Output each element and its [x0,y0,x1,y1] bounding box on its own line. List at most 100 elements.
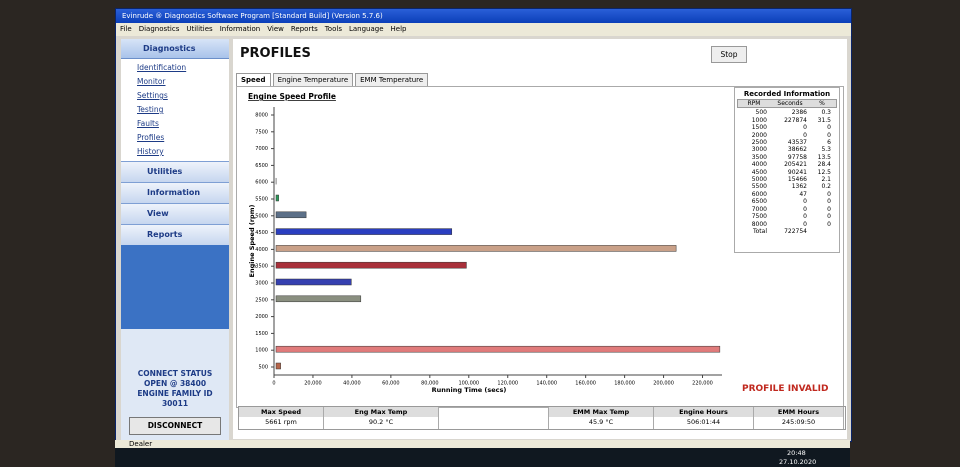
tab[interactable]: EMM Temperature [355,73,429,86]
x-tick-label: 180,000 [614,381,635,387]
page-title: PROFILES [240,46,311,61]
column-header: RPM [747,100,761,107]
menu-item[interactable]: View [267,25,284,33]
menu-item[interactable]: Tools [324,25,342,33]
menu-item[interactable]: Help [390,25,407,33]
table-row: 2500 43537 6 [735,139,839,146]
rpm-cell: 7000 [751,205,767,213]
column-header: Seconds [777,100,803,107]
sidebar-item[interactable]: Faults [137,119,159,128]
summary-cell: EMM Max Temp 45.9 °C [549,407,654,429]
connect-panel: CONNECT STATUS OPEN @ 38400 ENGINE FAMIL… [121,329,229,441]
summary-cell [439,407,549,429]
sidebar-section[interactable]: Information [121,182,229,203]
menu-bar: File Diagnostics Utilities Information View R… [116,23,851,36]
x-tick-label: 220,000 [692,381,713,387]
percent-cell: 0 [827,220,831,228]
summary-label: Eng Max Temp [324,407,438,417]
y-tick-label: 4000 [255,247,268,253]
stop-button[interactable]: Stop [711,46,747,63]
menu-item[interactable]: File [120,25,132,33]
table-body: 500 2386 0.3 1000 227874 31.5 1500 0 0 2000 0 0 2500… [735,109,839,228]
y-tick-label: 1500 [255,331,268,337]
percent-cell: 2.1 [821,176,831,184]
sidebar-item[interactable]: Testing [137,105,164,114]
table-row: 3000 38662 5.3 [735,146,839,153]
sidebar-header[interactable]: Diagnostics [121,39,229,59]
summary-label: Engine Hours [654,407,753,417]
sidebar-item[interactable]: Identification [137,63,187,72]
disconnect-button[interactable]: DISCONNECT [129,417,221,435]
percent-cell: 0 [827,198,831,206]
table-title: Recorded Information [743,90,831,98]
tab[interactable]: Engine Temperature [272,73,354,86]
menu-item[interactable]: Diagnostics [138,25,180,33]
percent-cell: 0 [827,213,831,221]
percent-cell: 0 [827,205,831,213]
y-tick-label: 5500 [255,197,268,203]
y-tick-label: 2500 [255,297,268,303]
column-header: % [819,100,825,107]
menu-item[interactable]: Reports [290,25,318,33]
y-tick-label: 500 [258,365,268,371]
family-id: 30011 [161,399,189,408]
y-tick-label: 7000 [255,146,268,152]
summary-cell: EMM Hours 245:09:50 [754,407,844,429]
x-tick-label: 200,000 [653,381,674,387]
seconds-cell: 0 [803,124,807,132]
bar [275,211,307,219]
seconds-cell: 0 [803,198,807,206]
summary-cell: Eng Max Temp 90.2 °C [324,407,439,429]
seconds-cell: 0 [803,220,807,228]
seconds-cell: 205421 [784,161,807,169]
menu-item[interactable]: Utilities [186,25,213,33]
table-row: 6500 0 0 [735,198,839,205]
percent-cell: 13.5 [817,153,831,161]
percent-cell: 5.3 [821,146,831,154]
family-label: ENGINE FAMILY ID [137,389,213,398]
title-bar: Evinrude ® Diagnostics Software Program … [116,9,851,23]
rpm-cell: 1000 [751,116,767,124]
sidebar-item[interactable]: Profiles [137,133,165,142]
rpm-cell: 4000 [751,161,767,169]
y-tick-label: 8000 [255,113,268,119]
chart: Engine Speed Profile 0 20,000 40,000 60,000 8… [248,92,722,394]
seconds-cell: 1362 [791,183,807,191]
sidebar-section[interactable]: View [121,203,229,224]
summary-label: EMM Max Temp [549,407,653,417]
summary-bar: Max Speed 5661 rpm Eng Max Temp 90.2 °C EMM … [238,406,846,430]
chart-title: Engine Speed Profile [248,92,336,101]
menu-item[interactable]: Information [219,25,261,33]
percent-cell: 28.4 [817,161,831,169]
x-tick-label: 0 [272,381,275,387]
percent-cell: 0 [827,124,831,132]
summary-value: 5661 rpm [265,418,297,426]
table-row: 4000 205421 28.4 [735,161,839,168]
y-axis-label: Engine Speed (rpm) [248,205,256,278]
seconds-cell: 15466 [787,176,807,184]
table-header: RPM Seconds% [737,99,837,109]
x-tick-label: 140,000 [536,381,557,387]
bar [275,245,677,252]
percent-cell: 6 [827,139,831,147]
rpm-cell: 2500 [751,139,767,147]
seconds-cell: 0 [803,131,807,139]
profile-warning: PROFILE INVALID [742,384,829,394]
tabs: Speed Engine Temperature EMM Temperature [236,73,429,86]
sidebar: Diagnostics Identification Monitor Setting… [121,39,229,441]
sidebar-item[interactable]: Settings [137,91,168,100]
total-label: Total [752,227,767,235]
y-tick-label: 2000 [255,314,268,320]
sidebar-item[interactable]: History [137,147,164,156]
sidebar-section[interactable]: Utilities [121,161,229,182]
menu-item[interactable]: Language [348,25,384,33]
sidebar-item[interactable]: Monitor [137,77,166,86]
total-value: 722754 [784,227,807,235]
table-row: 500 2386 0.3 [735,109,839,116]
percent-cell: 0.2 [821,183,831,191]
table-row: 7500 0 0 [735,213,839,220]
sidebar-section[interactable]: Reports [121,224,229,245]
tab[interactable]: Speed [236,73,271,86]
seconds-cell: 43537 [787,139,807,147]
